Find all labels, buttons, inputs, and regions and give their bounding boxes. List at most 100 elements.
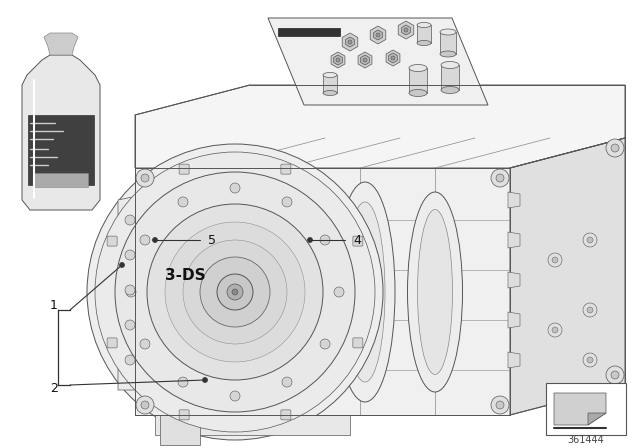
Polygon shape: [28, 115, 94, 185]
Circle shape: [95, 152, 375, 432]
Circle shape: [548, 253, 562, 267]
Polygon shape: [323, 75, 337, 93]
Circle shape: [120, 263, 125, 267]
Polygon shape: [268, 18, 488, 105]
Polygon shape: [342, 33, 358, 51]
Ellipse shape: [335, 182, 395, 402]
FancyBboxPatch shape: [179, 164, 189, 174]
Polygon shape: [508, 352, 520, 368]
Ellipse shape: [441, 86, 459, 94]
Ellipse shape: [323, 90, 337, 95]
Circle shape: [583, 233, 597, 247]
Circle shape: [125, 355, 135, 365]
Ellipse shape: [417, 22, 431, 27]
Circle shape: [552, 327, 558, 333]
Polygon shape: [333, 55, 342, 65]
Circle shape: [307, 237, 312, 242]
Circle shape: [227, 284, 243, 300]
Polygon shape: [155, 415, 350, 435]
Circle shape: [391, 56, 395, 60]
FancyBboxPatch shape: [107, 338, 117, 348]
Polygon shape: [34, 173, 88, 187]
Polygon shape: [22, 55, 100, 210]
Circle shape: [611, 144, 619, 152]
Circle shape: [202, 378, 207, 383]
Circle shape: [115, 172, 355, 412]
Polygon shape: [118, 195, 142, 390]
Circle shape: [334, 287, 344, 297]
Circle shape: [348, 40, 352, 44]
Circle shape: [336, 58, 340, 62]
Text: 1: 1: [50, 298, 58, 311]
Polygon shape: [135, 168, 510, 415]
Polygon shape: [331, 52, 345, 68]
Circle shape: [583, 353, 597, 367]
Polygon shape: [402, 25, 410, 35]
Polygon shape: [386, 50, 400, 66]
Circle shape: [611, 371, 619, 379]
Polygon shape: [44, 33, 78, 55]
Polygon shape: [554, 393, 606, 425]
Circle shape: [491, 396, 509, 414]
Ellipse shape: [323, 73, 337, 78]
Text: 2: 2: [50, 382, 58, 395]
Circle shape: [496, 174, 504, 182]
Circle shape: [126, 287, 136, 297]
Circle shape: [178, 377, 188, 387]
Text: 3-DS: 3-DS: [165, 267, 205, 283]
Polygon shape: [370, 26, 386, 44]
Ellipse shape: [417, 40, 431, 46]
FancyBboxPatch shape: [107, 236, 117, 246]
Circle shape: [140, 339, 150, 349]
Ellipse shape: [440, 29, 456, 35]
Circle shape: [320, 339, 330, 349]
Circle shape: [125, 215, 135, 225]
FancyBboxPatch shape: [353, 338, 363, 348]
Polygon shape: [398, 21, 414, 39]
Polygon shape: [160, 415, 200, 445]
Circle shape: [147, 204, 323, 380]
Text: 361444: 361444: [568, 435, 604, 445]
Polygon shape: [388, 53, 397, 63]
FancyBboxPatch shape: [353, 236, 363, 246]
Circle shape: [552, 257, 558, 263]
Circle shape: [363, 58, 367, 62]
Polygon shape: [278, 28, 340, 36]
Circle shape: [140, 235, 150, 245]
Circle shape: [587, 307, 593, 313]
Polygon shape: [510, 138, 625, 415]
Circle shape: [606, 139, 624, 157]
Circle shape: [320, 235, 330, 245]
Circle shape: [125, 250, 135, 260]
Ellipse shape: [441, 61, 459, 69]
Polygon shape: [409, 68, 427, 93]
Polygon shape: [361, 55, 369, 65]
Ellipse shape: [409, 90, 427, 96]
Polygon shape: [508, 312, 520, 328]
FancyBboxPatch shape: [281, 410, 291, 420]
Circle shape: [282, 197, 292, 207]
Circle shape: [587, 237, 593, 243]
Circle shape: [606, 366, 624, 384]
Polygon shape: [508, 232, 520, 248]
Circle shape: [548, 323, 562, 337]
Circle shape: [183, 240, 287, 344]
Circle shape: [125, 320, 135, 330]
Circle shape: [165, 222, 305, 362]
Polygon shape: [440, 32, 456, 54]
Circle shape: [200, 257, 270, 327]
Ellipse shape: [345, 202, 385, 382]
Text: 5: 5: [208, 233, 216, 246]
Polygon shape: [374, 30, 382, 40]
Ellipse shape: [409, 65, 427, 72]
Circle shape: [282, 377, 292, 387]
Circle shape: [136, 396, 154, 414]
Circle shape: [87, 144, 383, 440]
Circle shape: [583, 303, 597, 317]
Circle shape: [491, 169, 509, 187]
Ellipse shape: [408, 192, 463, 392]
Circle shape: [404, 28, 408, 32]
Polygon shape: [508, 272, 520, 288]
Circle shape: [152, 237, 157, 242]
Circle shape: [230, 183, 240, 193]
